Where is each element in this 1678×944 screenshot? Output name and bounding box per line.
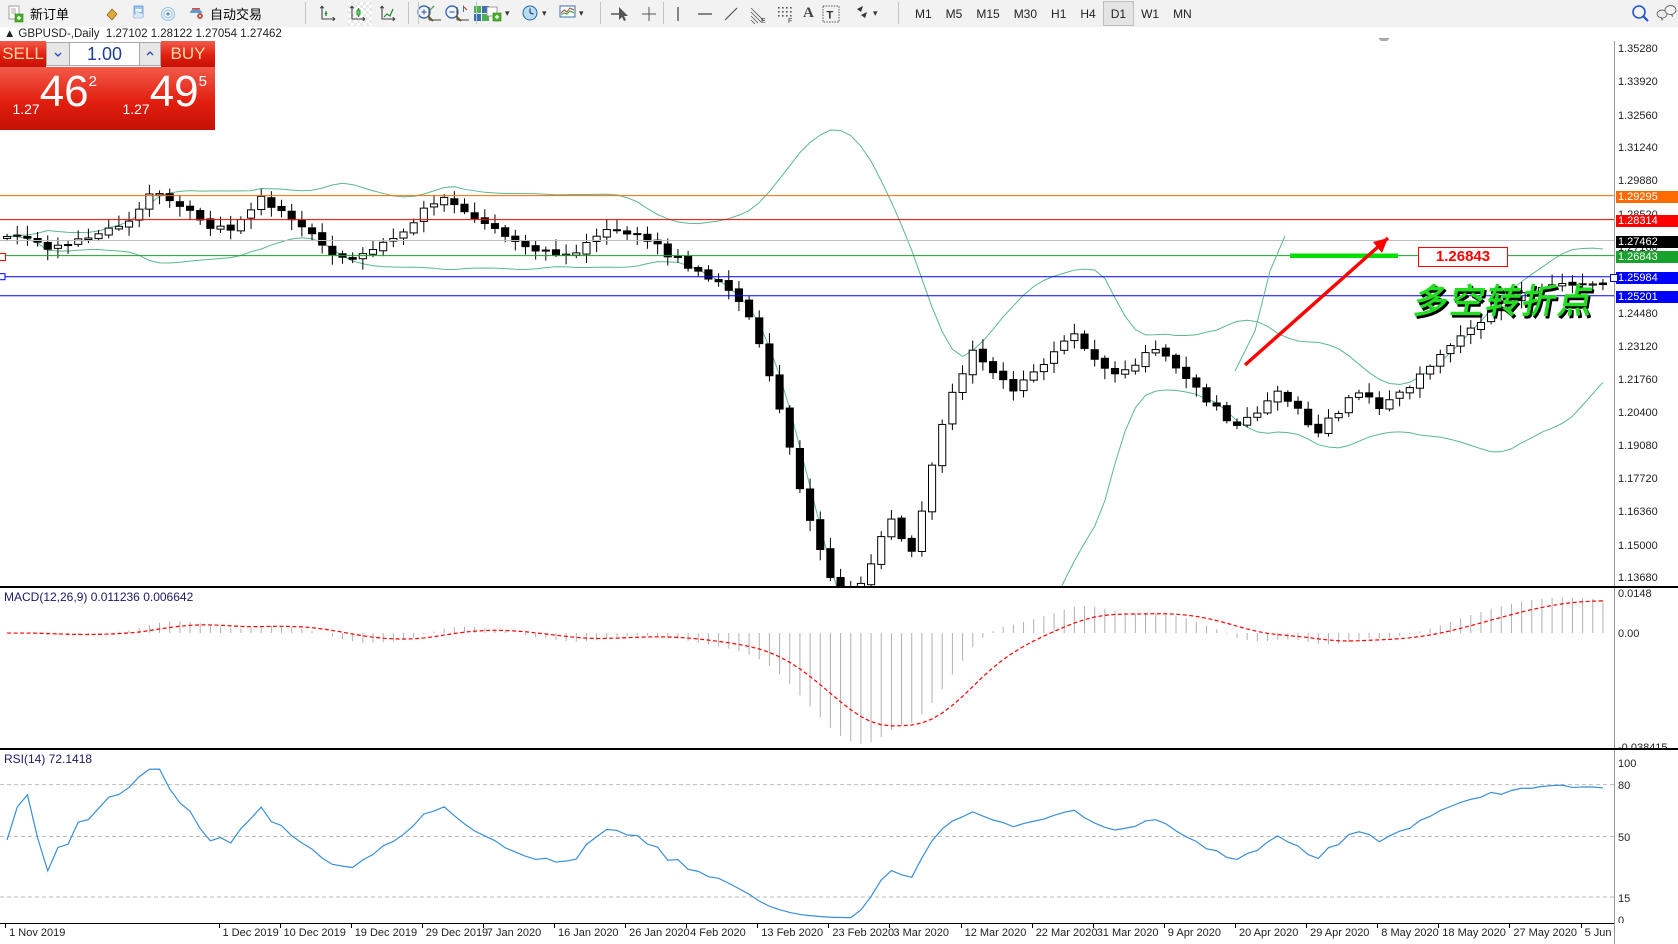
svg-text:F: F: [788, 18, 792, 24]
svg-text:T: T: [827, 9, 834, 21]
svg-text:E: E: [761, 18, 766, 24]
